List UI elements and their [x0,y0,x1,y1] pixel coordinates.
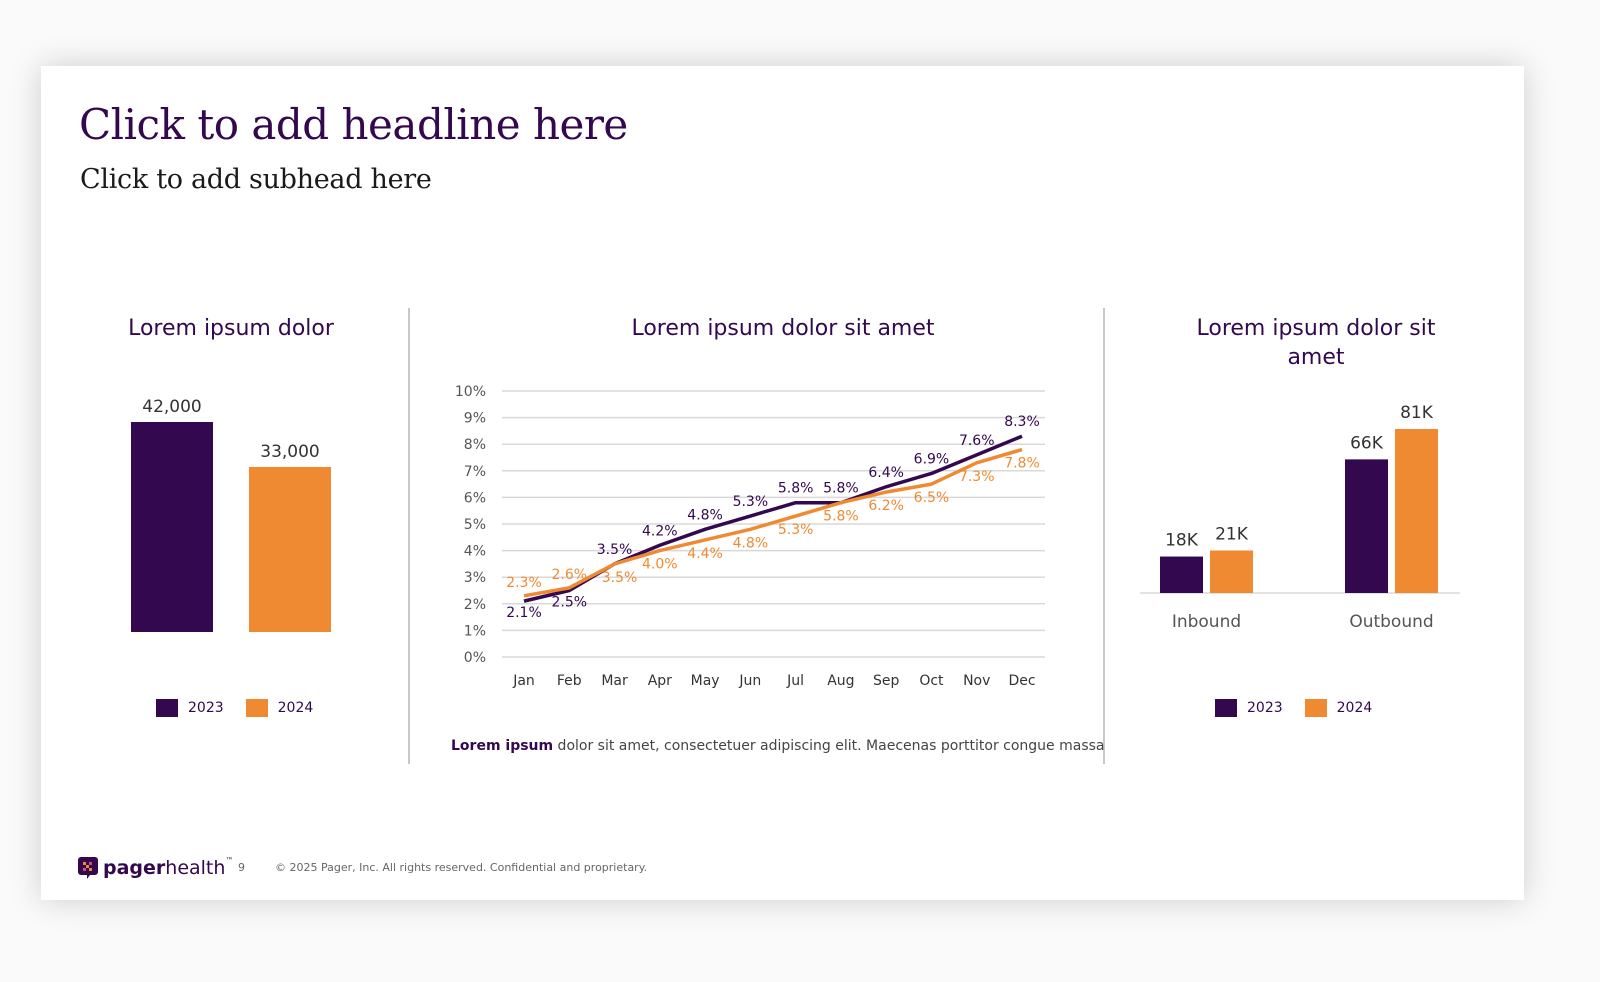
y-tick-label: 4% [464,544,486,560]
x-tick-label: Feb [557,673,582,689]
legend-label-2023: 2023 [1247,700,1283,716]
bar-Outbound-2024 [1395,429,1438,593]
y-tick-label: 8% [464,437,486,453]
chart1-title: Lorem ipsum dolor [128,316,334,341]
bar-Inbound-2023 [1160,556,1203,593]
data-label: 42,000 [142,397,201,417]
data-label: 7.6% [959,433,995,449]
y-tick-label: 9% [464,411,486,427]
data-label: 5.8% [823,481,859,497]
data-label: 5.8% [778,481,814,497]
chart3-title: Lorem ipsum dolor sit amet [1196,316,1436,370]
data-label: 7.3% [959,469,995,485]
logo-text-light: health [165,857,226,879]
data-label: 6.5% [914,490,950,506]
x-tick-label: Mar [601,673,628,689]
data-label: 2.1% [506,605,542,621]
data-label: 33,000 [260,442,319,462]
data-label: 8.3% [1004,414,1040,430]
x-tick-label: Sep [873,673,900,689]
bar-Inbound-2024 [1210,550,1253,593]
data-label: 5.3% [733,494,769,510]
x-tick-label: Apr [648,673,672,689]
divider-left [408,308,410,764]
x-tick-label: Jul [786,673,804,689]
category-label: Inbound [1172,612,1241,632]
y-tick-label: 2% [464,597,486,613]
data-label: 6.4% [868,465,904,481]
x-tick-label: Dec [1008,673,1035,689]
data-label: 66K [1350,433,1384,453]
data-label: 3.5% [602,570,638,586]
data-label: 4.8% [733,535,769,551]
data-label: 6.9% [914,451,950,467]
data-label: 5.3% [778,522,814,538]
x-tick-label: Jan [512,673,535,689]
data-label: 4.0% [642,557,678,573]
legend-swatch-2023 [1215,699,1237,717]
x-tick-label: Oct [919,673,944,689]
subhead[interactable]: Click to add subhead here [80,164,432,195]
legend-swatch-2024 [245,699,268,717]
data-label: 2.5% [551,595,587,611]
y-tick-label: 7% [464,464,486,480]
data-label: 4.8% [687,507,723,523]
y-tick-label: 10% [455,384,486,400]
legend-label-2024: 2024 [1336,700,1373,716]
legend-label-2023: 2023 [188,700,224,716]
x-tick-label: May [691,673,720,689]
bar-2023 [131,422,213,632]
x-tick-label: Jun [738,673,761,689]
chart2-title: Lorem ipsum dolor sit amet [631,316,935,341]
headline[interactable]: Click to add headline here [79,100,628,149]
line-series-2024 [523,447,1023,598]
page-number: 9 [238,861,245,874]
data-label: 81K [1400,403,1434,423]
data-label: 6.2% [868,498,904,514]
copyright: © 2025 Pager, Inc. All rights reserved. … [275,861,648,874]
data-label: 2.3% [506,575,542,591]
note-text: dolor sit amet, consectetuer adipiscing … [553,738,1105,754]
data-label: 3.5% [597,542,633,558]
data-label: 18K [1165,531,1199,551]
data-label: 5.8% [823,509,859,525]
bar-Outbound-2023 [1345,459,1388,593]
legend-swatch-2023 [156,699,178,717]
logo-tm: ™ [225,856,234,865]
chart1-legend: 2023 2024 [156,699,313,717]
data-label: 4.4% [687,546,723,562]
note-bold: Lorem ipsum [451,738,554,754]
data-label: 21K [1215,524,1249,544]
legend-label-2024: 2024 [277,700,314,716]
x-tick-label: Nov [963,673,990,689]
y-tick-label: 0% [464,650,486,666]
pager-health-logo: pager health ™ [78,856,233,880]
legend-swatch-2024 [1304,699,1327,717]
data-label: 4.2% [642,523,678,539]
category-label: Outbound [1349,612,1433,632]
y-tick-label: 3% [464,570,486,586]
bar-2024 [249,467,331,632]
y-tick-label: 5% [464,517,486,533]
logo-text-bold: pager [103,857,166,879]
data-label: 2.6% [551,567,587,583]
chart3-legend: 2023 2024 [1215,699,1372,717]
y-tick-label: 6% [464,490,486,506]
x-tick-label: Aug [827,673,854,689]
data-label: 7.8% [1004,456,1040,472]
y-tick-label: 1% [464,623,486,639]
chart2-note: Lorem ipsum dolor sit amet, consectetuer… [451,738,1105,754]
logo-icon [78,857,98,879]
divider-right [1103,308,1105,764]
